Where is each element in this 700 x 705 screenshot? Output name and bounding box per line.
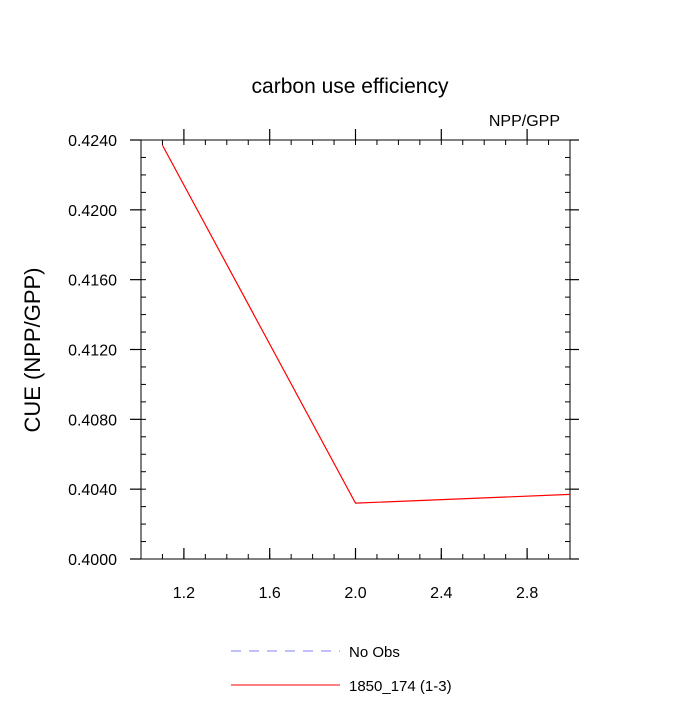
- chart-title: carbon use efficiency: [252, 75, 449, 98]
- x-tick-label: 2.0: [344, 585, 366, 602]
- y-axis: 0.4000 0.4040 0.4080 0.4120 0.4160 0.4200 0.42…: [68, 133, 579, 569]
- y-tick-label: 0.4080: [68, 412, 117, 429]
- y-axis-title: CUE (NPP/GPP): [20, 267, 45, 432]
- y-tick-label: 0.4000: [68, 552, 117, 569]
- y-tick-label: 0.4160: [68, 273, 117, 290]
- plot-frame: [140, 139, 571, 560]
- x-tick-label: 1.2: [173, 585, 195, 602]
- legend-label: No Obs: [349, 644, 400, 661]
- units-label: NPP/GPP: [489, 113, 560, 130]
- x-tick-label: 2.4: [430, 585, 452, 602]
- series-line: [161, 144, 571, 504]
- y-tick-label: 0.4120: [68, 343, 117, 360]
- x-tick-label: 2.8: [516, 585, 538, 602]
- y-tick-label: 0.4240: [68, 133, 117, 150]
- legend: No Obs 1850_174 (1-3): [231, 644, 452, 695]
- x-tick-label: 1.6: [259, 585, 281, 602]
- legend-label: 1850_174 (1-3): [349, 678, 452, 695]
- series-group: [161, 144, 571, 504]
- x-axis: 1.2 1.6 2.0 2.4 2.8: [140, 129, 571, 602]
- y-tick-label: 0.4200: [68, 203, 117, 220]
- y-tick-label: 0.4040: [68, 482, 117, 499]
